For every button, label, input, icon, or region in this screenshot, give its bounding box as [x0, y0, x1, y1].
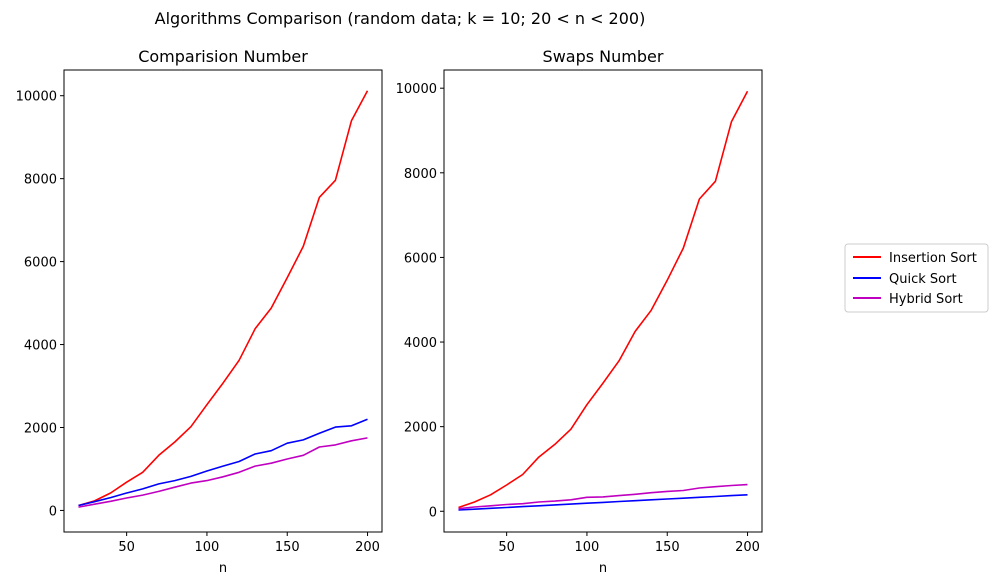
- y-tick-label: 6000: [24, 256, 57, 271]
- x-tick-label: 150: [655, 540, 680, 555]
- y-tick-label: 2000: [24, 421, 57, 436]
- y-tick-label: 10000: [396, 82, 437, 97]
- x-tick-label: 200: [735, 540, 760, 555]
- axes-swaps: Swaps Number n 50 100 150 20002000400060008…: [396, 47, 763, 576]
- x-tick-label: 50: [118, 540, 135, 555]
- x-axis-label: n: [219, 561, 227, 576]
- series-line-quick-sort: [78, 418, 368, 507]
- series-line-hybrid-sort: [458, 483, 748, 510]
- y-tick-label: 0: [49, 504, 57, 519]
- figure-suptitle: Algorithms Comparison (random data; k = …: [155, 9, 646, 28]
- legend: Insertion Sort Quick Sort Hybrid Sort: [844, 243, 989, 313]
- y-tick-label: 10000: [16, 90, 57, 105]
- y-tick-label: 8000: [24, 173, 57, 188]
- legend-label-insertion: Insertion Sort: [889, 251, 977, 266]
- series-line-quick-sort: [458, 494, 748, 511]
- axes-title: Swaps Number: [543, 47, 664, 66]
- series-line-insertion-sort: [78, 90, 369, 507]
- axes-frame: [443, 69, 763, 533]
- x-tick-label: 200: [355, 540, 380, 555]
- x-tick-label: 50: [498, 540, 515, 555]
- y-tick-label: 4000: [24, 339, 57, 354]
- y-tick-label: 2000: [404, 421, 437, 436]
- legend-label-hybrid: Hybrid Sort: [889, 292, 963, 307]
- series-line-insertion-sort: [458, 90, 749, 509]
- series-line-hybrid-sort: [78, 437, 368, 508]
- x-tick-label: 100: [575, 540, 600, 555]
- axes-title: Comparision Number: [138, 47, 308, 66]
- legend-frame: [844, 243, 989, 313]
- x-axis-label: n: [599, 561, 607, 576]
- legend-label-quick: Quick Sort: [889, 272, 957, 287]
- x-tick-label: 100: [195, 540, 220, 555]
- x-tick-label: 150: [275, 540, 300, 555]
- y-tick-label: 6000: [404, 251, 437, 266]
- axes-comparisons: Comparision Number n 50 100 150 20002000400…: [16, 47, 383, 576]
- y-tick-label: 0: [429, 505, 437, 520]
- y-tick-label: 4000: [404, 336, 437, 351]
- axes-frame: [63, 69, 383, 533]
- y-tick-label: 8000: [404, 167, 437, 182]
